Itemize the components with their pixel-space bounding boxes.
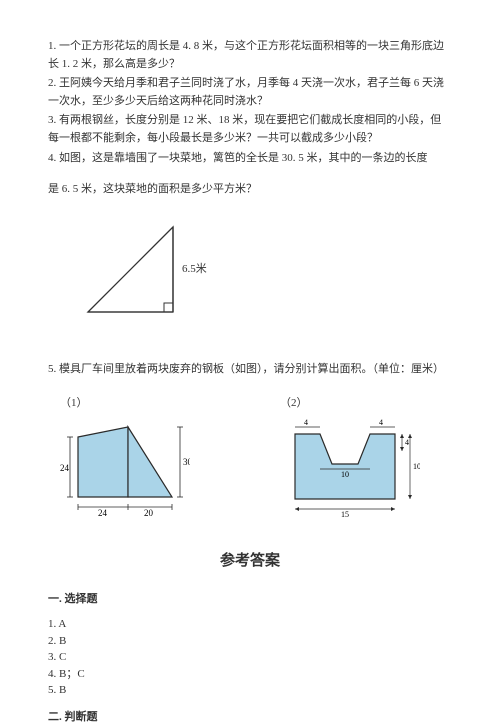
figure-2b: （2） 4 4 4 10 10: [280, 395, 420, 519]
question-4-line2: 是 6. 5 米，这块菜地的面积是多少平方米？: [48, 181, 452, 199]
answer-4: 4. B；C: [48, 666, 452, 683]
fig2b-midwidth: 10: [341, 470, 349, 479]
answers-title: 参考答案: [48, 549, 452, 573]
answer-2: 2. B: [48, 633, 452, 650]
fig2a-dim-right: 30: [183, 457, 190, 467]
fig2a-dim-botright: 20: [144, 508, 154, 518]
fig2a-dim-left: 24: [60, 463, 70, 473]
fig1-label: 6.5米: [182, 262, 207, 275]
fig2b-topright: 4: [379, 419, 383, 427]
fig2a-label: （1）: [60, 395, 190, 413]
answer-5: 5. B: [48, 682, 452, 699]
fig2b-botwidth: 15: [341, 510, 349, 519]
figure-row: （1） 24 30 24 20: [60, 395, 452, 519]
fig2a-dim-botleft: 24: [98, 508, 108, 518]
section-choice: 一. 选择题: [48, 591, 452, 609]
figure-trapezoid: 6.5米: [78, 217, 452, 334]
section-judge: 二. 判断题: [48, 709, 452, 726]
question-3: 3. 有两根钢丝，长度分别是 12 米、18 米，现在要把它们截成长度相同的小段…: [48, 112, 452, 147]
fig2b-sidetop: 4: [405, 438, 409, 447]
fig2b-topleft: 4: [304, 419, 308, 427]
answer-3: 3. C: [48, 649, 452, 666]
question-4-line1: 4. 如图，这是靠墙围了一块菜地，篱笆的全长是 30. 5 米，其中的一条边的长…: [48, 150, 452, 168]
question-2: 2. 王阿姨今天给月季和君子兰同时浇了水，月季每 4 天浇一次水，君子兰每 6 …: [48, 75, 452, 110]
answer-1: 1. A: [48, 616, 452, 633]
fig2b-rightheight: 10: [413, 462, 420, 471]
figure-2a: （1） 24 30 24 20: [60, 395, 190, 519]
fig2b-label: （2）: [280, 395, 420, 413]
question-1: 1. 一个正方形花坛的周长是 4. 8 米，与这个正方形花坛面积相等的一块三角形…: [48, 38, 452, 73]
question-5: 5. 模具厂车间里放着两块废弃的钢板（如图），请分别计算出面积。（单位：厘米）: [48, 361, 452, 379]
